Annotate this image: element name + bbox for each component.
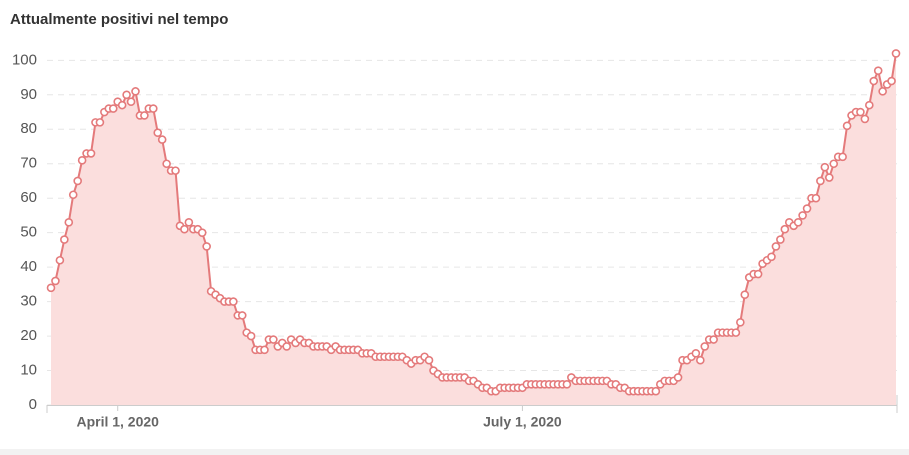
point <box>184 218 194 227</box>
point <box>700 342 710 351</box>
point <box>767 252 776 262</box>
point <box>153 128 163 138</box>
point <box>562 380 572 389</box>
point <box>709 335 718 344</box>
point <box>73 176 82 186</box>
point <box>55 255 65 265</box>
y-tick-label: 60 <box>20 189 37 206</box>
point <box>86 149 96 158</box>
point <box>64 218 74 227</box>
point <box>51 276 60 286</box>
point <box>869 76 879 86</box>
x-tick-label: July 1, 2020 <box>483 414 562 430</box>
point <box>696 355 705 365</box>
point <box>731 328 741 337</box>
point <box>171 166 180 175</box>
point <box>60 235 69 244</box>
y-tick-label: 100 <box>12 51 37 68</box>
point <box>95 118 105 127</box>
point <box>771 242 781 251</box>
point <box>148 104 158 113</box>
point <box>691 349 701 358</box>
point <box>865 100 874 110</box>
point <box>269 335 278 344</box>
point <box>793 218 803 227</box>
point <box>282 342 292 351</box>
point <box>117 100 127 110</box>
point <box>108 104 118 113</box>
point <box>776 235 785 244</box>
point <box>126 97 136 106</box>
point <box>140 111 149 120</box>
y-tick-label: 80 <box>20 120 37 137</box>
point <box>424 355 434 365</box>
point <box>736 317 745 327</box>
point <box>824 173 834 182</box>
point <box>856 107 865 117</box>
y-tick-label: 90 <box>20 86 37 103</box>
point <box>260 345 269 355</box>
point <box>816 176 825 186</box>
point <box>873 66 883 75</box>
point <box>798 211 807 220</box>
point <box>829 159 839 169</box>
y-tick-label: 50 <box>20 224 37 241</box>
point <box>229 297 238 306</box>
point <box>197 228 207 237</box>
y-tick-label: 70 <box>20 155 37 172</box>
point <box>246 331 256 341</box>
y-tick-label: 20 <box>20 327 37 344</box>
point <box>162 159 171 169</box>
point <box>780 224 790 234</box>
chart-title: Attualmente positivi nel tempo <box>10 11 228 28</box>
point <box>820 162 830 172</box>
point <box>180 224 189 234</box>
point <box>651 386 661 396</box>
point <box>77 155 87 165</box>
point <box>68 190 78 200</box>
y-tick-label: 10 <box>20 362 37 379</box>
point <box>740 290 750 300</box>
point <box>237 311 247 320</box>
point <box>202 242 211 251</box>
point <box>157 135 167 144</box>
point <box>838 152 847 162</box>
x-tick-label: April 1, 2020 <box>76 414 159 430</box>
point <box>842 121 852 131</box>
point <box>887 76 896 86</box>
y-tick-label: 30 <box>20 293 37 310</box>
point <box>878 87 887 96</box>
point <box>673 373 683 382</box>
bottom-strip <box>0 449 909 455</box>
point <box>891 49 901 58</box>
point <box>860 114 870 124</box>
y-tick-label: 40 <box>20 258 37 275</box>
point <box>802 204 812 213</box>
point <box>122 90 131 100</box>
point <box>811 193 821 203</box>
point <box>753 269 763 279</box>
y-tick-label: 0 <box>29 396 37 413</box>
point <box>131 87 140 96</box>
area <box>51 53 896 405</box>
point <box>46 283 56 293</box>
